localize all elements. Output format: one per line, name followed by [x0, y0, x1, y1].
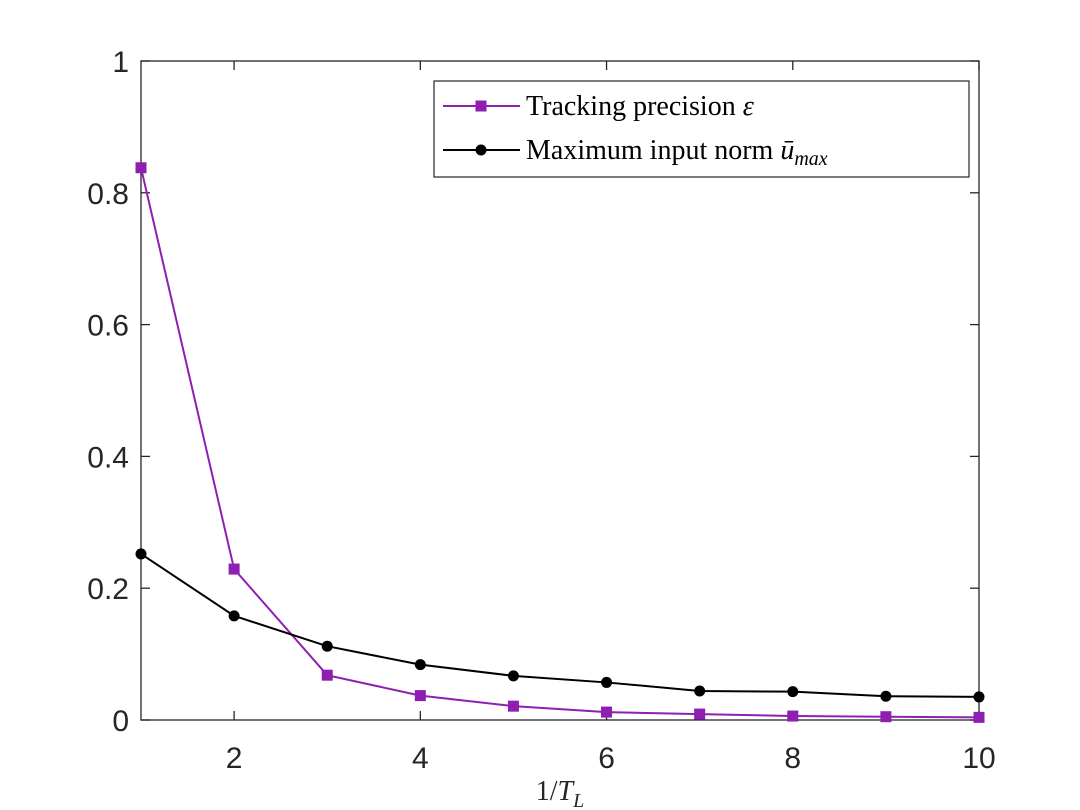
- y-tick-label: 1: [112, 46, 129, 79]
- data-point-circle: [321, 640, 333, 652]
- y-tick-label: 0.4: [87, 441, 129, 474]
- data-point-square: [135, 162, 147, 174]
- legend-marker-square: [475, 100, 487, 112]
- data-point-circle: [694, 685, 706, 697]
- x-axis-label: 1/TL: [536, 776, 584, 810]
- tick-labels: 2 4 6 8 10 0 0.2 0.4 0.6 0.8 1: [87, 46, 995, 775]
- legend-label-tracking-precision: Tracking precision ε: [526, 91, 754, 122]
- data-point-square: [321, 669, 333, 681]
- x-tick-label: 8: [784, 742, 801, 775]
- data-point-circle: [228, 610, 240, 622]
- data-point-circle: [787, 686, 799, 698]
- data-point-square: [694, 708, 706, 720]
- series-line: [140, 167, 980, 719]
- y-tick-label: 0: [112, 705, 129, 738]
- legend-entry-maximum-input-norm: Maximum input norm ūmax: [443, 135, 828, 170]
- x-tick-label: 4: [412, 742, 429, 775]
- series-line: [140, 553, 980, 698]
- data-point-square: [787, 710, 799, 722]
- legend-entry-tracking-precision: Tracking precision ε: [443, 91, 754, 122]
- data-point-square: [228, 563, 240, 575]
- data-point-circle: [973, 691, 985, 703]
- series-layer: [135, 162, 985, 723]
- y-tick-label: 0.2: [87, 573, 129, 606]
- series-1: [135, 548, 985, 703]
- x-tick-label: 2: [226, 742, 243, 775]
- data-point-square: [880, 711, 892, 723]
- series-0: [135, 162, 985, 723]
- legend-label-maximum-input-norm: Maximum input norm ūmax: [526, 135, 828, 170]
- data-point-square: [601, 706, 613, 718]
- data-point-square: [414, 690, 426, 702]
- data-point-circle: [601, 676, 613, 688]
- data-point-circle: [414, 659, 426, 671]
- data-point-square: [973, 711, 985, 723]
- y-tick-label: 0.8: [87, 178, 129, 211]
- y-tick-label: 0.6: [87, 310, 129, 343]
- legend-marker-circle: [475, 144, 487, 156]
- data-point-circle: [880, 690, 892, 702]
- data-point-circle: [507, 670, 519, 682]
- legend-box: [433, 80, 970, 178]
- data-point-square: [507, 700, 519, 712]
- x-tick-label: 6: [598, 742, 615, 775]
- x-tick-label: 10: [962, 742, 995, 775]
- legend: Tracking precision ε Maximum input norm …: [433, 80, 970, 178]
- data-point-circle: [135, 548, 147, 560]
